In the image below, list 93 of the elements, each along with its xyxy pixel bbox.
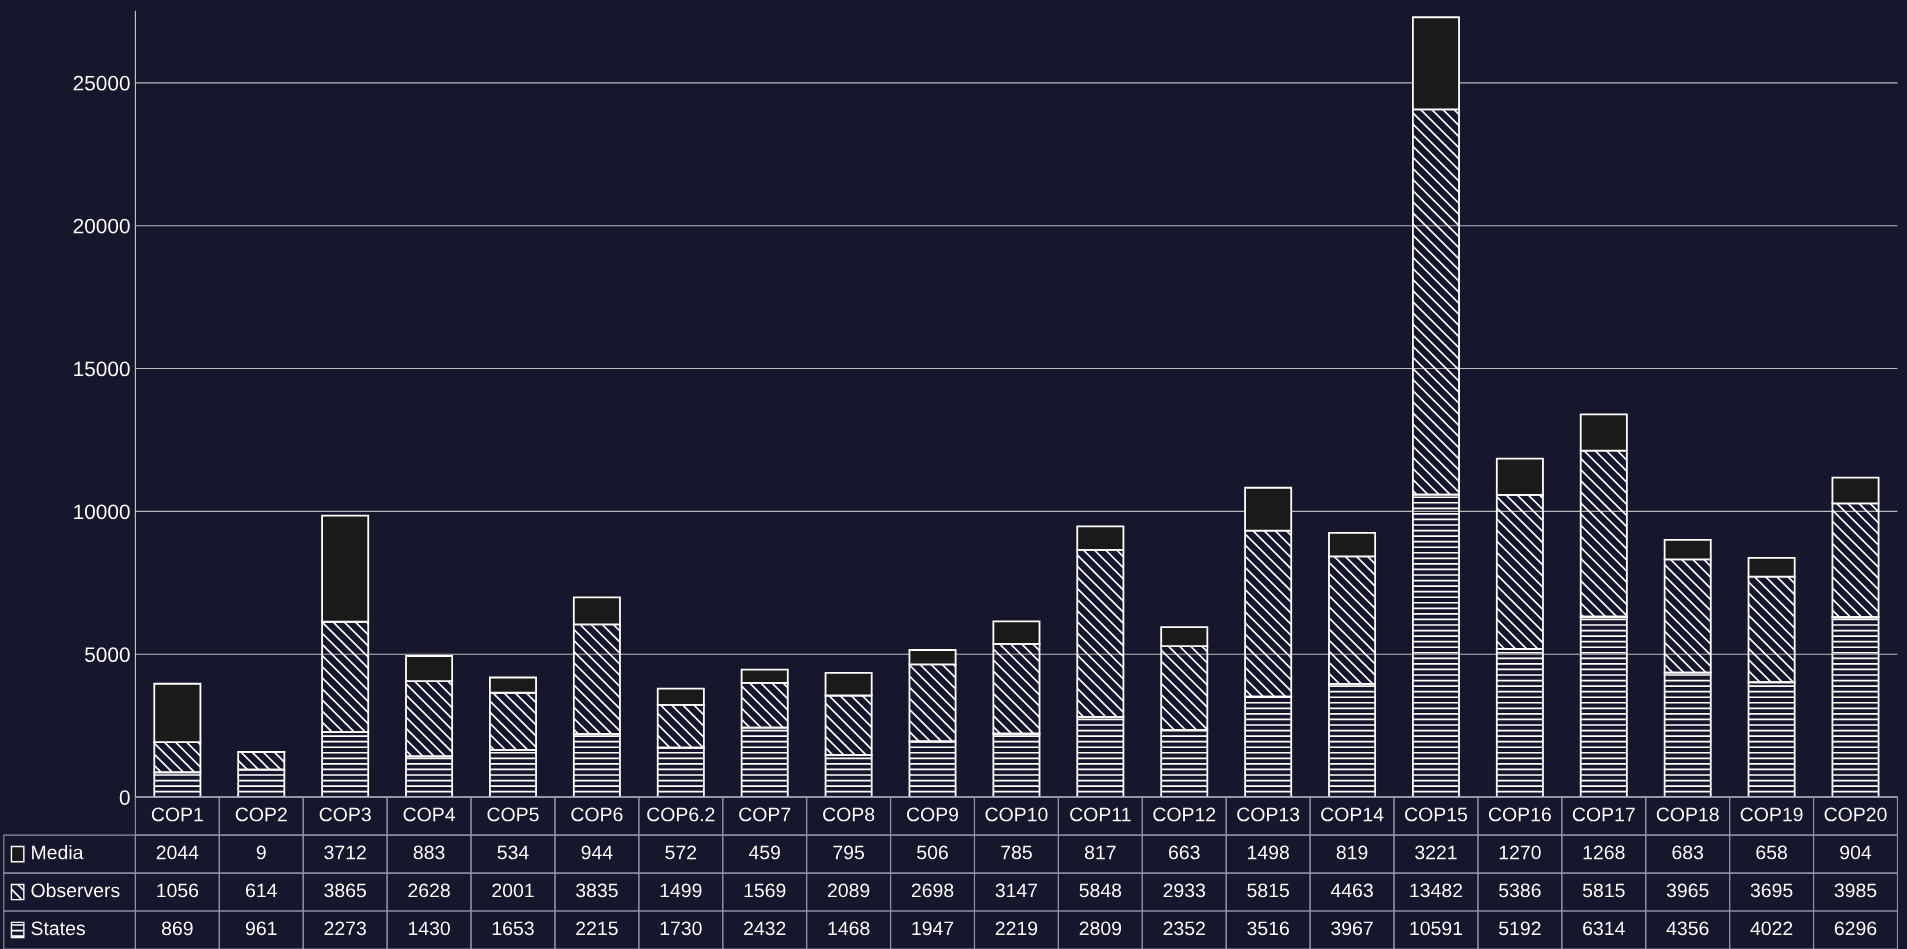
data-label: 459	[748, 845, 781, 860]
x-tick-label: COP6.2	[647, 807, 715, 822]
legend-label: States	[31, 921, 85, 936]
data-label: 5848	[1079, 883, 1122, 898]
data-label: 1270	[1499, 845, 1541, 860]
data-label: 817	[1084, 845, 1116, 860]
data-label: 1947	[912, 921, 954, 936]
legend-label: Observers	[31, 883, 120, 898]
x-tick-label: COP15	[1405, 807, 1468, 822]
data-label: 961	[245, 921, 277, 936]
data-label: 10591	[1410, 921, 1463, 936]
data-label: 506	[917, 845, 948, 860]
data-label: 3516	[1247, 921, 1289, 936]
data-label: 4356	[1666, 921, 1709, 936]
data-label: 1569	[744, 883, 786, 898]
data-label: 534	[497, 845, 529, 860]
x-tick-label: COP6	[571, 807, 623, 822]
x-tick-label: COP5	[487, 807, 539, 822]
data-label: 663	[1169, 845, 1200, 860]
data-label: 1468	[828, 921, 870, 936]
data-label: 6314	[1583, 921, 1625, 936]
x-tick-label: COP4	[403, 807, 455, 822]
data-label: 5815	[1247, 883, 1289, 898]
y-tick-label: 5000	[85, 647, 130, 663]
data-label: 5192	[1499, 921, 1541, 936]
data-label: 614	[246, 883, 277, 898]
data-label: 2352	[1163, 921, 1205, 936]
data-label: 2215	[576, 921, 618, 936]
data-label: 9	[256, 845, 266, 860]
data-label: 5386	[1499, 883, 1541, 898]
data-label: 572	[665, 845, 697, 860]
data-label: 819	[1336, 845, 1368, 860]
x-tick-label: COP8	[823, 807, 875, 822]
x-tick-label: COP10	[985, 807, 1048, 822]
data-label: 3712	[324, 845, 366, 860]
data-label: 1498	[1248, 845, 1289, 860]
x-tick-label: COP2	[235, 807, 287, 822]
data-label: 4463	[1330, 883, 1373, 898]
data-label: 3221	[1415, 845, 1457, 860]
data-label: 795	[833, 845, 865, 860]
y-tick-label: 0	[119, 790, 130, 805]
x-tick-label: COP3	[319, 807, 371, 822]
y-tick-label: 25000	[73, 75, 130, 91]
data-label: 904	[1840, 845, 1872, 860]
data-label: 785	[1001, 845, 1032, 860]
x-tick-label: COP20	[1824, 807, 1887, 822]
data-label: 869	[161, 921, 193, 936]
data-label: 5815	[1582, 883, 1625, 898]
x-tick-label: COP11	[1070, 807, 1131, 822]
y-tick-label: 10000	[74, 504, 130, 520]
x-tick-label: COP17	[1572, 807, 1635, 822]
data-label: 944	[581, 845, 613, 860]
data-label: 1268	[1583, 845, 1625, 860]
data-label: 2698	[911, 883, 954, 898]
data-label: 2219	[995, 921, 1038, 936]
x-tick-label: COP1	[151, 807, 203, 822]
data-label: 1430	[408, 921, 450, 936]
data-label: 2432	[744, 921, 786, 936]
data-label: 6296	[1834, 921, 1877, 936]
data-label: 2044	[156, 845, 199, 860]
legend-label: Media	[32, 845, 84, 860]
data-label: 2933	[1163, 883, 1206, 898]
data-label: 3695	[1750, 883, 1793, 898]
data-label: 3147	[995, 883, 1038, 898]
data-label: 658	[1756, 845, 1787, 860]
x-tick-label: COP7	[739, 807, 791, 822]
x-tick-label: COP16	[1488, 807, 1551, 822]
x-tick-label: COP18	[1656, 807, 1719, 822]
data-label: 1653	[492, 921, 534, 936]
x-tick-label: COP19	[1740, 807, 1803, 822]
data-label: 1056	[157, 883, 199, 898]
data-label: 2273	[324, 921, 366, 936]
y-tick-label: 20000	[73, 218, 130, 234]
x-tick-label: COP12	[1153, 807, 1216, 822]
data-label: 2628	[408, 883, 450, 898]
x-tick-label: COP14	[1321, 807, 1384, 822]
data-label: 2001	[492, 883, 534, 898]
data-label: 2809	[1079, 921, 1122, 936]
data-label: 3835	[576, 883, 618, 898]
y-tick-label: 15000	[74, 361, 130, 377]
data-label: 883	[413, 845, 445, 860]
data-label: 3985	[1834, 883, 1877, 898]
data-label: 1499	[660, 883, 702, 898]
data-label: 3965	[1666, 883, 1709, 898]
data-label: 13482	[1410, 883, 1463, 898]
data-label: 683	[1672, 845, 1704, 860]
data-label: 3865	[324, 883, 366, 898]
data-label: 1730	[660, 921, 702, 936]
data-label: 3967	[1331, 921, 1373, 936]
x-tick-label: COP9	[907, 807, 959, 822]
data-label: 4022	[1750, 921, 1793, 936]
x-tick-label: COP13	[1237, 807, 1300, 822]
data-label: 2089	[827, 883, 870, 898]
